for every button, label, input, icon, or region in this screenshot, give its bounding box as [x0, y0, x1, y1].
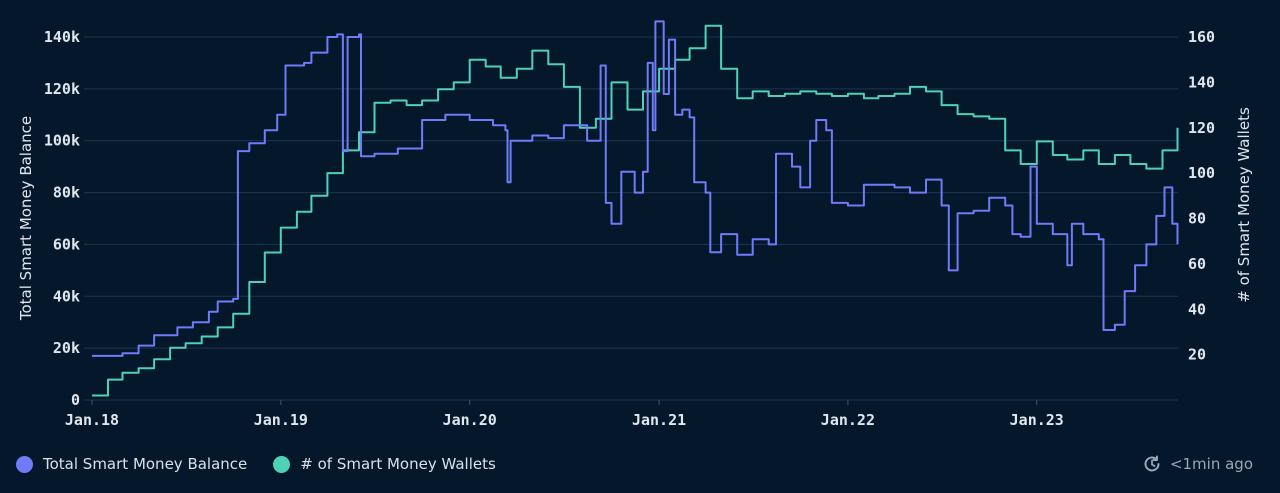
right-axis-ticks: 20 40 60 80 100 120 140 160: [1188, 28, 1215, 364]
x-tick-label: Jan.22: [821, 411, 875, 429]
left-tick-label: 120k: [44, 80, 80, 98]
legend-label-wallets: # of Smart Money Wallets: [300, 455, 496, 473]
right-tick-label: 60: [1188, 255, 1206, 273]
right-tick-label: 160: [1188, 28, 1215, 46]
series-line-smart-money-wallets: [92, 24, 1179, 397]
x-tick-label: Jan.21: [632, 411, 686, 429]
series-line-total-smart-money-balance: [92, 20, 1179, 357]
x-tick-label: Jan.20: [443, 411, 497, 429]
x-tick-label: Jan.19: [254, 411, 308, 429]
chart: 0 20k 40k 60k 80k 100k 120k 140k 20 40 60 80 100 120…: [17, 20, 1253, 429]
x-tick-label: Jan.23: [1010, 411, 1064, 429]
left-tick-label: 80k: [53, 184, 80, 202]
right-tick-label: 100: [1188, 164, 1215, 182]
legend: Total Smart Money Balance # of Smart Mon…: [16, 452, 496, 476]
clock-refresh-icon[interactable]: [1142, 454, 1162, 474]
legend-item-wallets[interactable]: # of Smart Money Wallets: [273, 455, 496, 473]
left-tick-label: 140k: [44, 28, 80, 46]
right-axis-title: # of Smart Money Wallets: [1235, 107, 1253, 303]
right-tick-label: 40: [1188, 300, 1206, 318]
last-updated: <1min ago: [1142, 452, 1253, 476]
left-tick-label: 60k: [53, 235, 80, 253]
legend-swatch-balance: [16, 455, 33, 473]
left-tick-label: 0: [71, 391, 80, 409]
right-tick-label: 140: [1188, 73, 1215, 91]
left-tick-label: 20k: [53, 339, 80, 357]
gridlines: [84, 36, 1178, 401]
right-tick-label: 80: [1188, 210, 1206, 228]
right-tick-label: 120: [1188, 119, 1215, 137]
last-updated-text: <1min ago: [1169, 455, 1253, 473]
left-axis-title: Total Smart Money Balance: [17, 116, 35, 321]
legend-label-balance: Total Smart Money Balance: [43, 455, 248, 473]
left-tick-label: 100k: [44, 132, 80, 150]
legend-item-balance[interactable]: Total Smart Money Balance: [16, 455, 247, 473]
left-tick-label: 40k: [53, 287, 80, 305]
x-tick-label: Jan.18: [65, 411, 119, 429]
x-axis-ticks: Jan.18 Jan.19 Jan.20 Jan.21 Jan.22 Jan.23: [65, 400, 1064, 429]
left-axis-ticks: 0 20k 40k 60k 80k 100k 120k 140k: [44, 28, 80, 409]
legend-swatch-wallets: [273, 455, 291, 473]
right-tick-label: 20: [1188, 346, 1206, 364]
